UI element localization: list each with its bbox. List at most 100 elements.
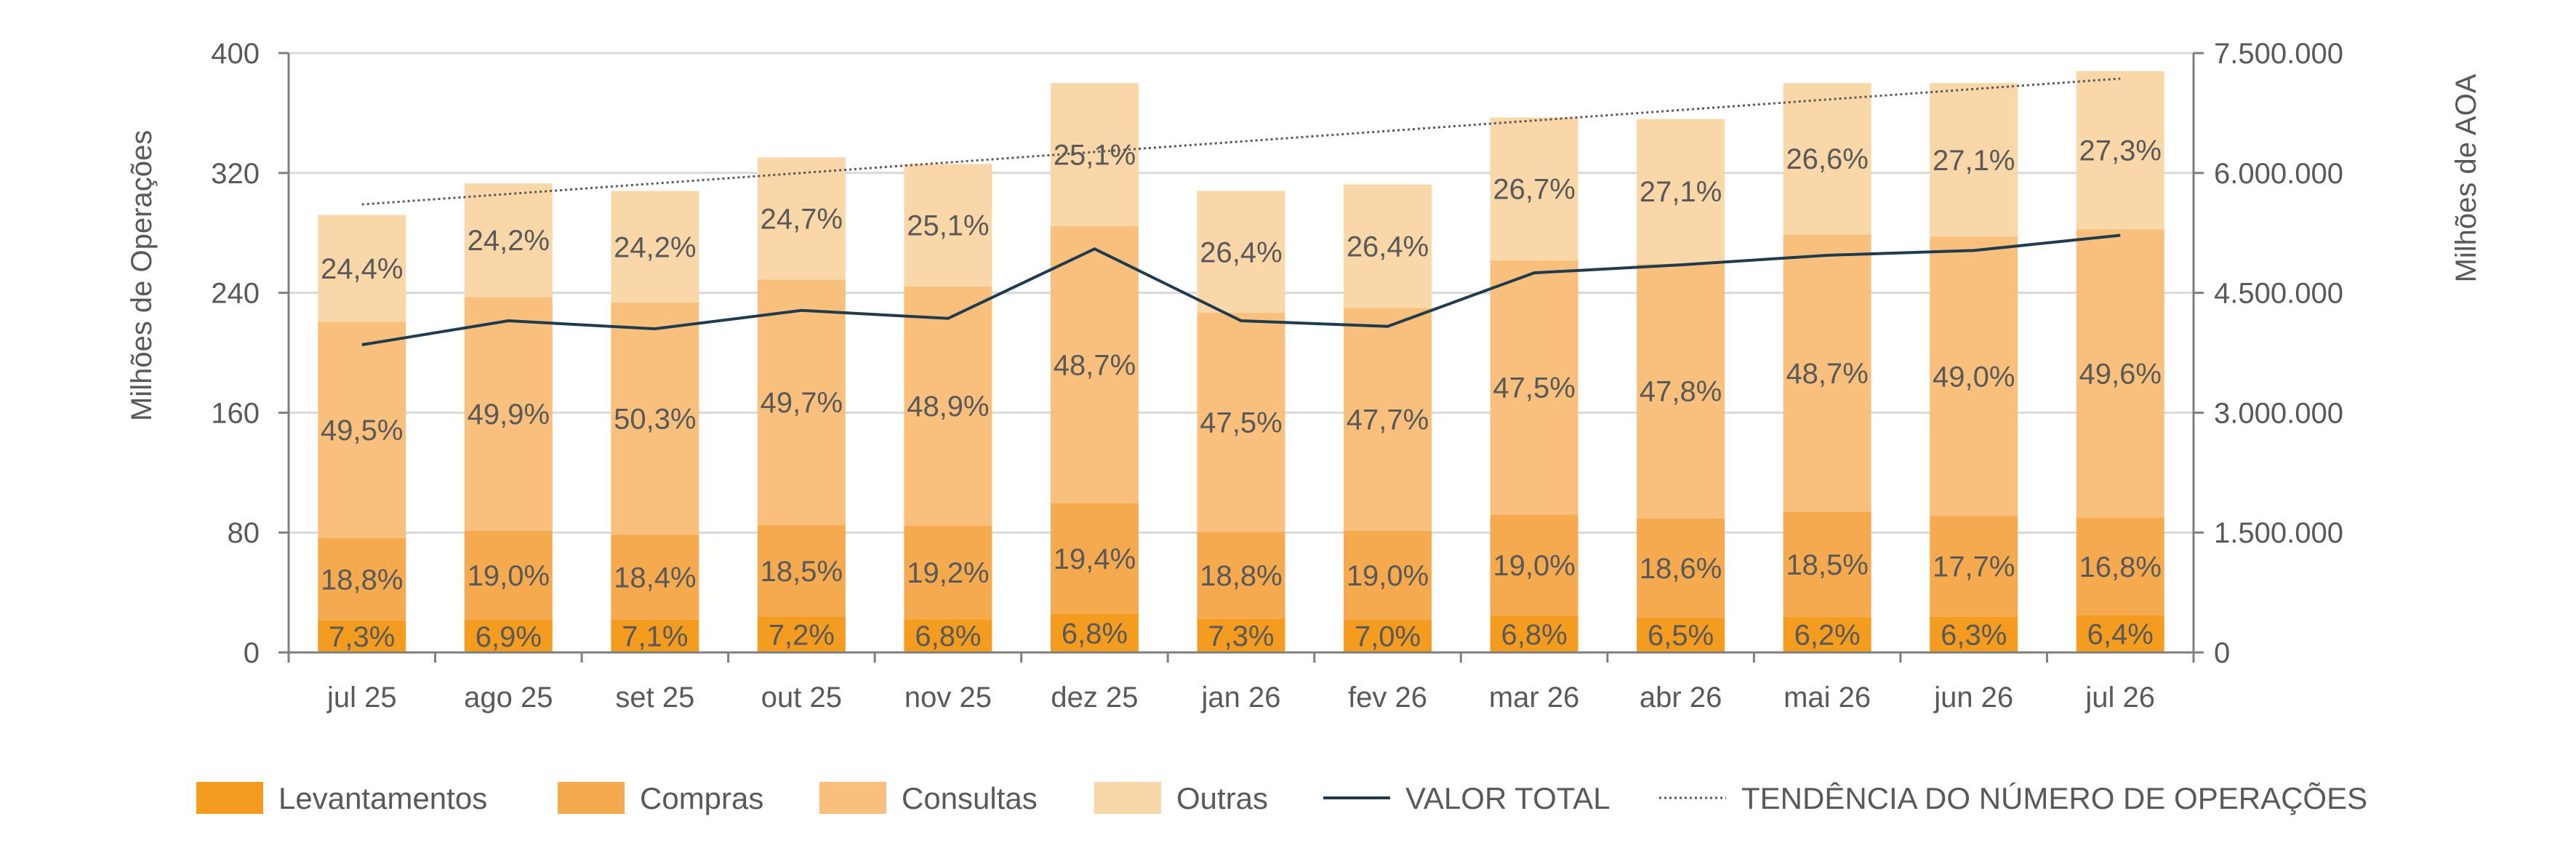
bar-segment — [904, 164, 992, 287]
bar-segment — [904, 286, 992, 526]
bar-segment — [1783, 83, 1871, 235]
x-tick-label: set 25 — [615, 682, 694, 714]
bar-segment — [1930, 616, 2018, 652]
data-label: 18,6% — [1640, 553, 1722, 585]
x-tick-label: jul 26 — [2085, 682, 2155, 714]
data-label: 7,2% — [769, 619, 835, 651]
data-label: 7,0% — [1355, 621, 1421, 653]
line-series — [361, 77, 2121, 346]
bar-segment — [1197, 312, 1285, 532]
data-label: 49,6% — [2079, 358, 2162, 390]
trend-line — [361, 77, 2121, 206]
data-label: 47,8% — [1640, 376, 1722, 408]
legend-label: Outras — [1176, 781, 1268, 815]
legend: Levantamentos Compras Consultas Outras VALOR… — [196, 781, 2367, 815]
x-tick-label: fev 26 — [1348, 682, 1427, 714]
data-label: 6,9% — [476, 621, 542, 653]
legend-label: VALOR TOTAL — [1405, 781, 1610, 815]
bar-segment — [611, 619, 699, 652]
x-tick-label: abr 26 — [1640, 682, 1722, 714]
data-label: 47,5% — [1200, 407, 1282, 439]
data-label: 19,0% — [468, 560, 550, 592]
data-label: 26,6% — [1786, 143, 1868, 175]
data-label: 25,1% — [907, 210, 989, 242]
bar-segment — [1050, 83, 1139, 226]
bar-segment — [1490, 615, 1578, 652]
x-tick-label: out 25 — [761, 682, 842, 714]
legend-swatch — [196, 782, 263, 814]
data-label: 19,4% — [1054, 543, 1136, 575]
data-label: 49,5% — [321, 415, 403, 447]
data-label: 6,5% — [1648, 620, 1714, 652]
data-label: 19,0% — [1493, 550, 1575, 582]
bar-segment — [1930, 236, 2018, 516]
right-tick-label: 3.000.000 — [2214, 397, 2343, 429]
right-tick-label: 6.000.000 — [2214, 158, 2343, 190]
bar-segment — [757, 279, 846, 526]
bar-segment — [1344, 308, 1432, 531]
data-label: 49,9% — [468, 399, 550, 431]
data-label: 18,5% — [1786, 549, 1868, 581]
data-label: 6,4% — [2087, 618, 2154, 650]
data-label: 27,3% — [2079, 135, 2162, 167]
legend-label: Compras — [640, 781, 763, 815]
data-label: 26,4% — [1347, 231, 1429, 263]
x-tick-label: dez 25 — [1051, 682, 1138, 714]
bar-segment — [1637, 119, 1725, 264]
percent-labels: 7,3% 18,8% 49,5% 24,4% 6,9% 19,0% 49,9% 24,2% 7,… — [321, 135, 2162, 653]
data-label: 49,7% — [761, 387, 843, 419]
data-label: 6,8% — [915, 620, 981, 652]
bar-segment — [1050, 503, 1139, 614]
data-label: 48,9% — [907, 391, 989, 423]
bar-segment — [318, 215, 406, 322]
data-label: 6,8% — [1062, 618, 1128, 650]
bar-segment — [1197, 191, 1285, 313]
bar-segment — [1783, 617, 1871, 652]
data-label: 16,8% — [2079, 551, 2162, 583]
bars — [318, 71, 2164, 652]
data-label: 26,7% — [1493, 174, 1575, 206]
data-label: 6,2% — [1794, 620, 1861, 652]
left-tick-label: 240 — [211, 278, 260, 310]
legend-label: Levantamentos — [278, 781, 487, 815]
data-label: 24,7% — [761, 203, 843, 235]
x-tick-label: jul 25 — [326, 682, 397, 714]
bar-segment — [464, 620, 553, 652]
bar-segment — [1050, 613, 1139, 652]
x-tick-label: nov 25 — [904, 682, 992, 714]
data-label: 7,3% — [1208, 620, 1274, 652]
data-label: 47,5% — [1493, 372, 1575, 404]
bar-segment — [1637, 519, 1725, 618]
bar-segment — [611, 535, 699, 620]
bar-segment — [611, 191, 699, 303]
bar-segment — [1637, 263, 1725, 519]
bar-segment — [2076, 517, 2164, 615]
bar-segment — [611, 302, 699, 535]
bar-segment — [1050, 225, 1139, 504]
bar-segment — [464, 297, 553, 531]
bar-segment — [2076, 229, 2164, 518]
data-label: 19,0% — [1347, 560, 1429, 592]
data-label: 48,7% — [1786, 358, 1868, 390]
data-label: 48,7% — [1054, 349, 1136, 381]
axes: 0 80 160 240 320 400 0 1.500.000 3.000.000 4.500.… — [126, 38, 2482, 714]
left-tick-label: 320 — [211, 158, 260, 190]
right-tick-label: 4.500.000 — [2214, 278, 2343, 310]
data-label: 6,3% — [1941, 619, 2007, 651]
x-tick-label: mar 26 — [1489, 682, 1580, 714]
data-label: 24,2% — [614, 231, 696, 263]
bar-segment — [904, 619, 992, 652]
left-tick-label: 0 — [244, 637, 260, 669]
left-tick-label: 400 — [211, 38, 260, 70]
bar-segment — [1344, 530, 1432, 620]
data-label: 50,3% — [614, 404, 696, 436]
data-label: 18,8% — [1200, 560, 1282, 592]
bar-segment — [1490, 514, 1578, 616]
data-label: 18,5% — [761, 556, 843, 588]
bar-segment — [464, 183, 553, 297]
bar-segment — [1637, 618, 1725, 652]
data-label: 49,0% — [1933, 361, 2015, 393]
bar-segment — [757, 616, 846, 652]
y-right-axis-title: Milhões de AOA — [2450, 73, 2482, 282]
y-left-axis-title: Milhões de Operações — [126, 130, 158, 421]
